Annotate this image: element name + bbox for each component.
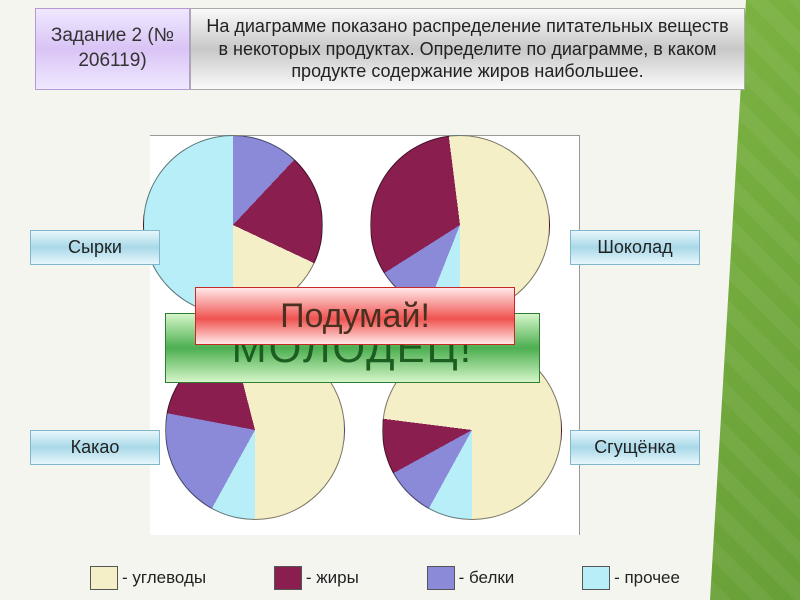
header-row: Задание 2 (№ 206119) На диаграмме показа…: [35, 8, 745, 90]
legend-item-carbs: - углеводы: [90, 566, 206, 590]
legend-label-other: - прочее: [614, 568, 680, 588]
legend-label-protein: - белки: [459, 568, 515, 588]
task-number-box: Задание 2 (№ 206119): [35, 8, 190, 90]
task-number-text: Задание 2 (№ 206119): [42, 24, 183, 73]
swatch-carbs: [90, 566, 118, 590]
legend-item-fats: - жиры: [274, 566, 359, 590]
label-shokolad[interactable]: Шоколад: [570, 230, 700, 265]
feedback-think-banner: Подумай!: [195, 287, 515, 345]
legend-label-fats: - жиры: [306, 568, 359, 588]
task-description-text: На диаграмме показано распределение пита…: [201, 15, 734, 83]
task-description-box: На диаграмме показано распределение пита…: [190, 8, 745, 90]
feedback-think-text: Подумай!: [280, 297, 430, 336]
legend-label-carbs: - углеводы: [122, 568, 206, 588]
slide-accent-bg: [710, 0, 800, 600]
swatch-fats: [274, 566, 302, 590]
legend-item-protein: - белки: [427, 566, 515, 590]
swatch-other: [582, 566, 610, 590]
swatch-protein: [427, 566, 455, 590]
legend-item-other: - прочее: [582, 566, 680, 590]
label-syrki[interactable]: Сырки: [30, 230, 160, 265]
legend: - углеводы - жиры - белки - прочее: [90, 566, 680, 590]
label-kakao[interactable]: Какао: [30, 430, 160, 465]
label-sgushenka[interactable]: Сгущёнка: [570, 430, 700, 465]
